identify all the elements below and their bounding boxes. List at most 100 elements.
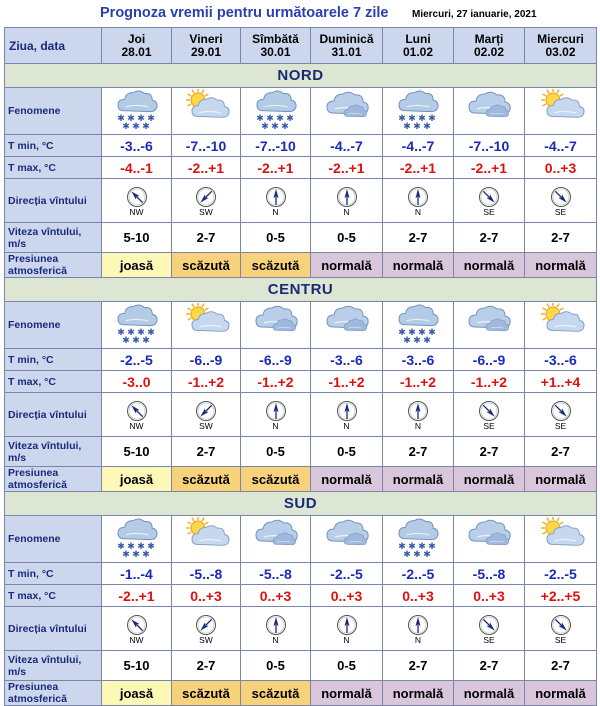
- wind-direction-row: Direcția vîntului NW SW N N: [4, 606, 597, 651]
- weather-cell: ✱ ✱ ✱ ✱ ✱ ✱ ✱: [240, 87, 311, 135]
- compass-arrow-icon: [384, 400, 453, 422]
- svg-text:✱: ✱: [428, 114, 436, 124]
- tmax-value: 0..+3: [171, 584, 241, 607]
- weather-cell: ✱ ✱ ✱ ✱ ✱ ✱ ✱: [382, 301, 454, 349]
- wind-direction-label: SW: [199, 420, 213, 431]
- compass-arrow-icon: [242, 614, 310, 636]
- day-name: Luni: [405, 31, 431, 46]
- sun-cloud-icon: [173, 517, 240, 561]
- pressure-value: scăzută: [171, 680, 241, 706]
- phenomena-row: Fenomene ✱ ✱ ✱ ✱ ✱ ✱ ✱ ✱ ✱ ✱ ✱ ✱ ✱ ✱: [4, 301, 597, 349]
- wind-direction-cell: SW: [171, 392, 241, 437]
- weather-cell: [171, 87, 241, 135]
- pressure-row: Presiunea atmosferică joasă scăzută scăzută…: [4, 680, 597, 706]
- svg-text:✱: ✱: [398, 114, 406, 124]
- pressure-value: normală: [310, 252, 383, 278]
- tmax-value: -1..+2: [171, 370, 241, 393]
- weather-cell: [524, 515, 597, 563]
- wind-direction-label: N: [414, 634, 422, 645]
- tmin-value: -2..-5: [382, 562, 454, 585]
- day-name: Duminică: [319, 31, 374, 46]
- wind-speed-value: 0-5: [240, 650, 311, 681]
- region-row: SUD: [4, 491, 597, 516]
- tmin-value: -6..-9: [453, 348, 525, 371]
- svg-text:✱: ✱: [413, 550, 421, 560]
- svg-text:✱: ✱: [266, 114, 274, 124]
- wind-direction-label: N: [414, 420, 422, 431]
- weather-cell: [171, 301, 241, 349]
- svg-text:✱: ✱: [428, 542, 436, 552]
- tmin-value: -2..-5: [310, 562, 383, 585]
- sun-cloud-icon: [526, 517, 596, 561]
- wind-direction-cell: N: [240, 392, 311, 437]
- wind-direction-label: NW: [129, 206, 144, 217]
- tmin-value: -3..-6: [524, 348, 597, 371]
- svg-text:✱: ✱: [423, 122, 431, 132]
- compass-arrow-icon: [242, 186, 310, 208]
- sun-cloud-icon: [173, 303, 240, 347]
- pressure-value: joasă: [101, 252, 172, 278]
- tmax-row: T max, °C -4..-1 -2..+1 -2..+1 -2..+1 -2..+1-…: [4, 156, 597, 179]
- cloud-snow-icon: ✱ ✱ ✱ ✱ ✱ ✱ ✱: [103, 303, 171, 347]
- pressure-value: scăzută: [240, 466, 311, 492]
- weather-cell: [310, 87, 383, 135]
- svg-text:✱: ✱: [127, 542, 135, 552]
- wind-direction-cell: N: [382, 392, 454, 437]
- compass-arrow-icon: [526, 614, 596, 636]
- svg-text:✱: ✱: [127, 114, 135, 124]
- pressure-value: normală: [382, 252, 454, 278]
- wind-direction-label: SE: [483, 206, 495, 217]
- wind-speed-value: 2-7: [453, 436, 525, 467]
- tmin-value: -4..-7: [524, 134, 597, 157]
- tmax-value: -1..+2: [240, 370, 311, 393]
- tmax-value: -2..+1: [382, 156, 454, 179]
- day-header: Vineri 29.01: [171, 27, 241, 64]
- wind-direction-cell: N: [310, 392, 383, 437]
- tmax-value: -1..+2: [453, 370, 525, 393]
- tmin-value: -6..-9: [240, 348, 311, 371]
- wind-direction-label: SW: [199, 634, 213, 645]
- cloud-icon: [242, 517, 310, 561]
- pressure-value: scăzută: [240, 252, 311, 278]
- compass-arrow-icon: [455, 186, 524, 208]
- tmax-row: T max, °C -2..+1 0..+3 0..+3 0..+3 0..+3 0..+3…: [4, 584, 597, 607]
- compass-arrow-icon: [384, 614, 453, 636]
- region-name: NORD: [4, 63, 597, 88]
- row-label-tmax: T max, °C: [4, 370, 102, 393]
- row-label-wind-direction: Direcția vîntului: [4, 606, 102, 651]
- pressure-value: scăzută: [240, 680, 311, 706]
- day-date: 02.02: [473, 44, 505, 59]
- row-label-tmin: T min, °C: [4, 562, 102, 585]
- pressure-row: Presiunea atmosferică joasă scăzută scăzută…: [4, 466, 597, 492]
- tmin-value: -4..-7: [382, 134, 454, 157]
- wind-speed-value: 2-7: [382, 650, 454, 681]
- row-label-phenomena: Fenomene: [4, 301, 102, 349]
- tmax-value: -1..+2: [382, 370, 454, 393]
- cloud-icon: [455, 517, 524, 561]
- compass-arrow-icon: [103, 400, 171, 422]
- day-name: Marți: [474, 31, 504, 46]
- wind-speed-value: 5-10: [101, 436, 172, 467]
- pressure-value: normală: [453, 680, 525, 706]
- phenomena-row: Fenomene ✱ ✱ ✱ ✱ ✱ ✱ ✱ ✱ ✱ ✱ ✱ ✱ ✱ ✱ ✱ ✱ ✱ ✱ ✱ ✱ ✱: [4, 87, 597, 135]
- day-date: 03.02: [545, 44, 576, 59]
- cloud-snow-icon: ✱ ✱ ✱ ✱ ✱ ✱ ✱: [384, 89, 453, 133]
- tmax-value: 0..+3: [524, 156, 597, 179]
- tmin-value: -3..-6: [310, 348, 383, 371]
- pressure-value: normală: [524, 466, 597, 492]
- weather-cell: [171, 515, 241, 563]
- days-header-row: Ziua, data Joi 28.01 Vineri 29.01 Sîmbătă 30.0…: [4, 27, 597, 64]
- tmax-value: -2..+1: [310, 156, 383, 179]
- cloud-snow-icon: ✱ ✱ ✱ ✱ ✱ ✱ ✱: [384, 303, 453, 347]
- wind-direction-cell: SE: [524, 178, 597, 223]
- wind-direction-cell: SE: [524, 606, 597, 651]
- wind-direction-label: N: [343, 420, 350, 431]
- tmax-value: 0..+3: [240, 584, 311, 607]
- wind-direction-label: N: [272, 634, 279, 645]
- wind-direction-label: SE: [483, 420, 495, 431]
- tmin-value: -1..-4: [101, 562, 172, 585]
- pressure-value: normală: [382, 680, 454, 706]
- wind-speed-row: Viteza vîntului, m/s 5-10 2-7 0-5 0-5 2-7 2-7 2…: [4, 650, 597, 681]
- pressure-value: scăzută: [171, 252, 241, 278]
- svg-text:✱: ✱: [137, 328, 145, 338]
